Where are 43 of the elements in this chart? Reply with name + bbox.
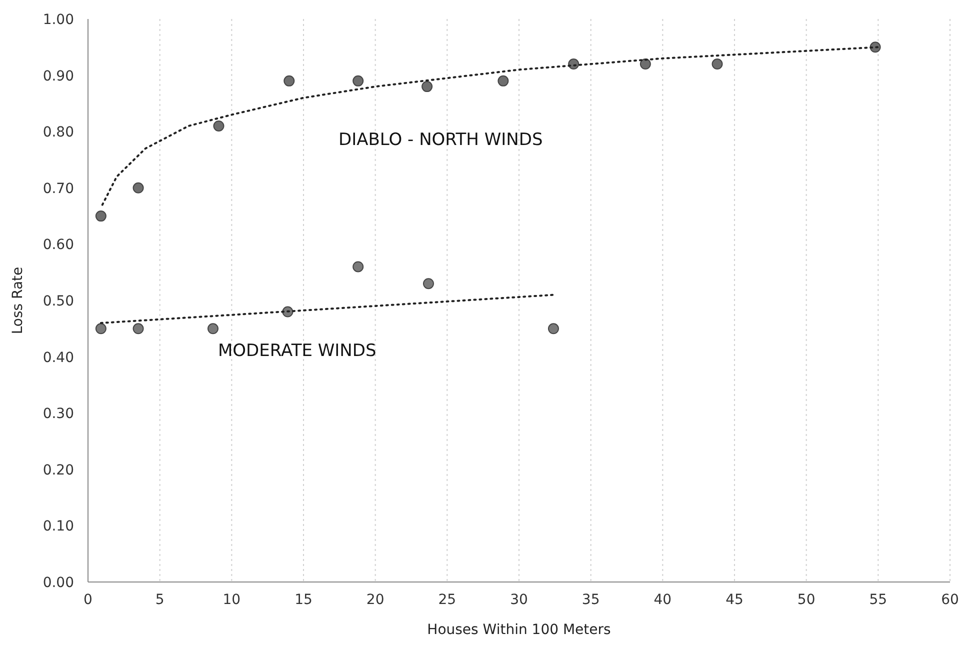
point xyxy=(712,58,723,70)
point xyxy=(498,75,509,86)
y-tick-label: 0.90 xyxy=(42,68,74,84)
point xyxy=(95,210,106,222)
y-tick-label: 1.00 xyxy=(42,12,74,28)
x-tick-label: 30 xyxy=(510,592,528,608)
y-tick-label: 0.10 xyxy=(42,518,74,535)
x-tick-label: 55 xyxy=(869,592,888,608)
point xyxy=(640,58,651,70)
y-axis-title: Loss Rate xyxy=(10,266,26,334)
y-tick-label: 0.30 xyxy=(42,406,74,422)
point xyxy=(352,261,364,272)
x-tick-label: 0 xyxy=(84,592,92,608)
y-tick-label: 0.70 xyxy=(42,180,74,197)
point xyxy=(352,75,364,86)
x-axis-title: Houses Within 100 Meters xyxy=(427,622,611,638)
y-tick-label: 0.50 xyxy=(42,294,74,310)
point xyxy=(284,75,295,86)
x-tick-label: 20 xyxy=(366,592,384,608)
x-tick-label: 45 xyxy=(726,592,744,608)
point xyxy=(95,323,106,334)
x-tick-label: 10 xyxy=(222,592,241,608)
y-tick-label: 0.80 xyxy=(42,124,74,141)
x-tick-label: 60 xyxy=(941,592,959,608)
point xyxy=(132,182,144,194)
point xyxy=(422,81,433,92)
y-tick-label: 0.00 xyxy=(42,575,74,591)
y-tick-label: 0.60 xyxy=(42,237,74,254)
x-tick-label: 35 xyxy=(582,592,600,608)
point xyxy=(422,278,434,290)
point xyxy=(207,323,218,334)
x-tick-label: 40 xyxy=(654,592,672,608)
y-tick-label: 0.40 xyxy=(42,350,74,366)
y-tick-label: 0.20 xyxy=(42,462,74,478)
point xyxy=(548,323,559,334)
x-tick-label: 25 xyxy=(438,592,456,608)
x-tick-label: 15 xyxy=(294,592,312,608)
x-tick-label: 5 xyxy=(155,592,164,608)
point xyxy=(213,120,224,132)
text: DIABLO - NORTH WINDS xyxy=(338,130,543,150)
series-label: MODERATE WINDS xyxy=(218,340,376,361)
x-tick-label: 50 xyxy=(797,592,816,608)
point xyxy=(132,323,144,334)
